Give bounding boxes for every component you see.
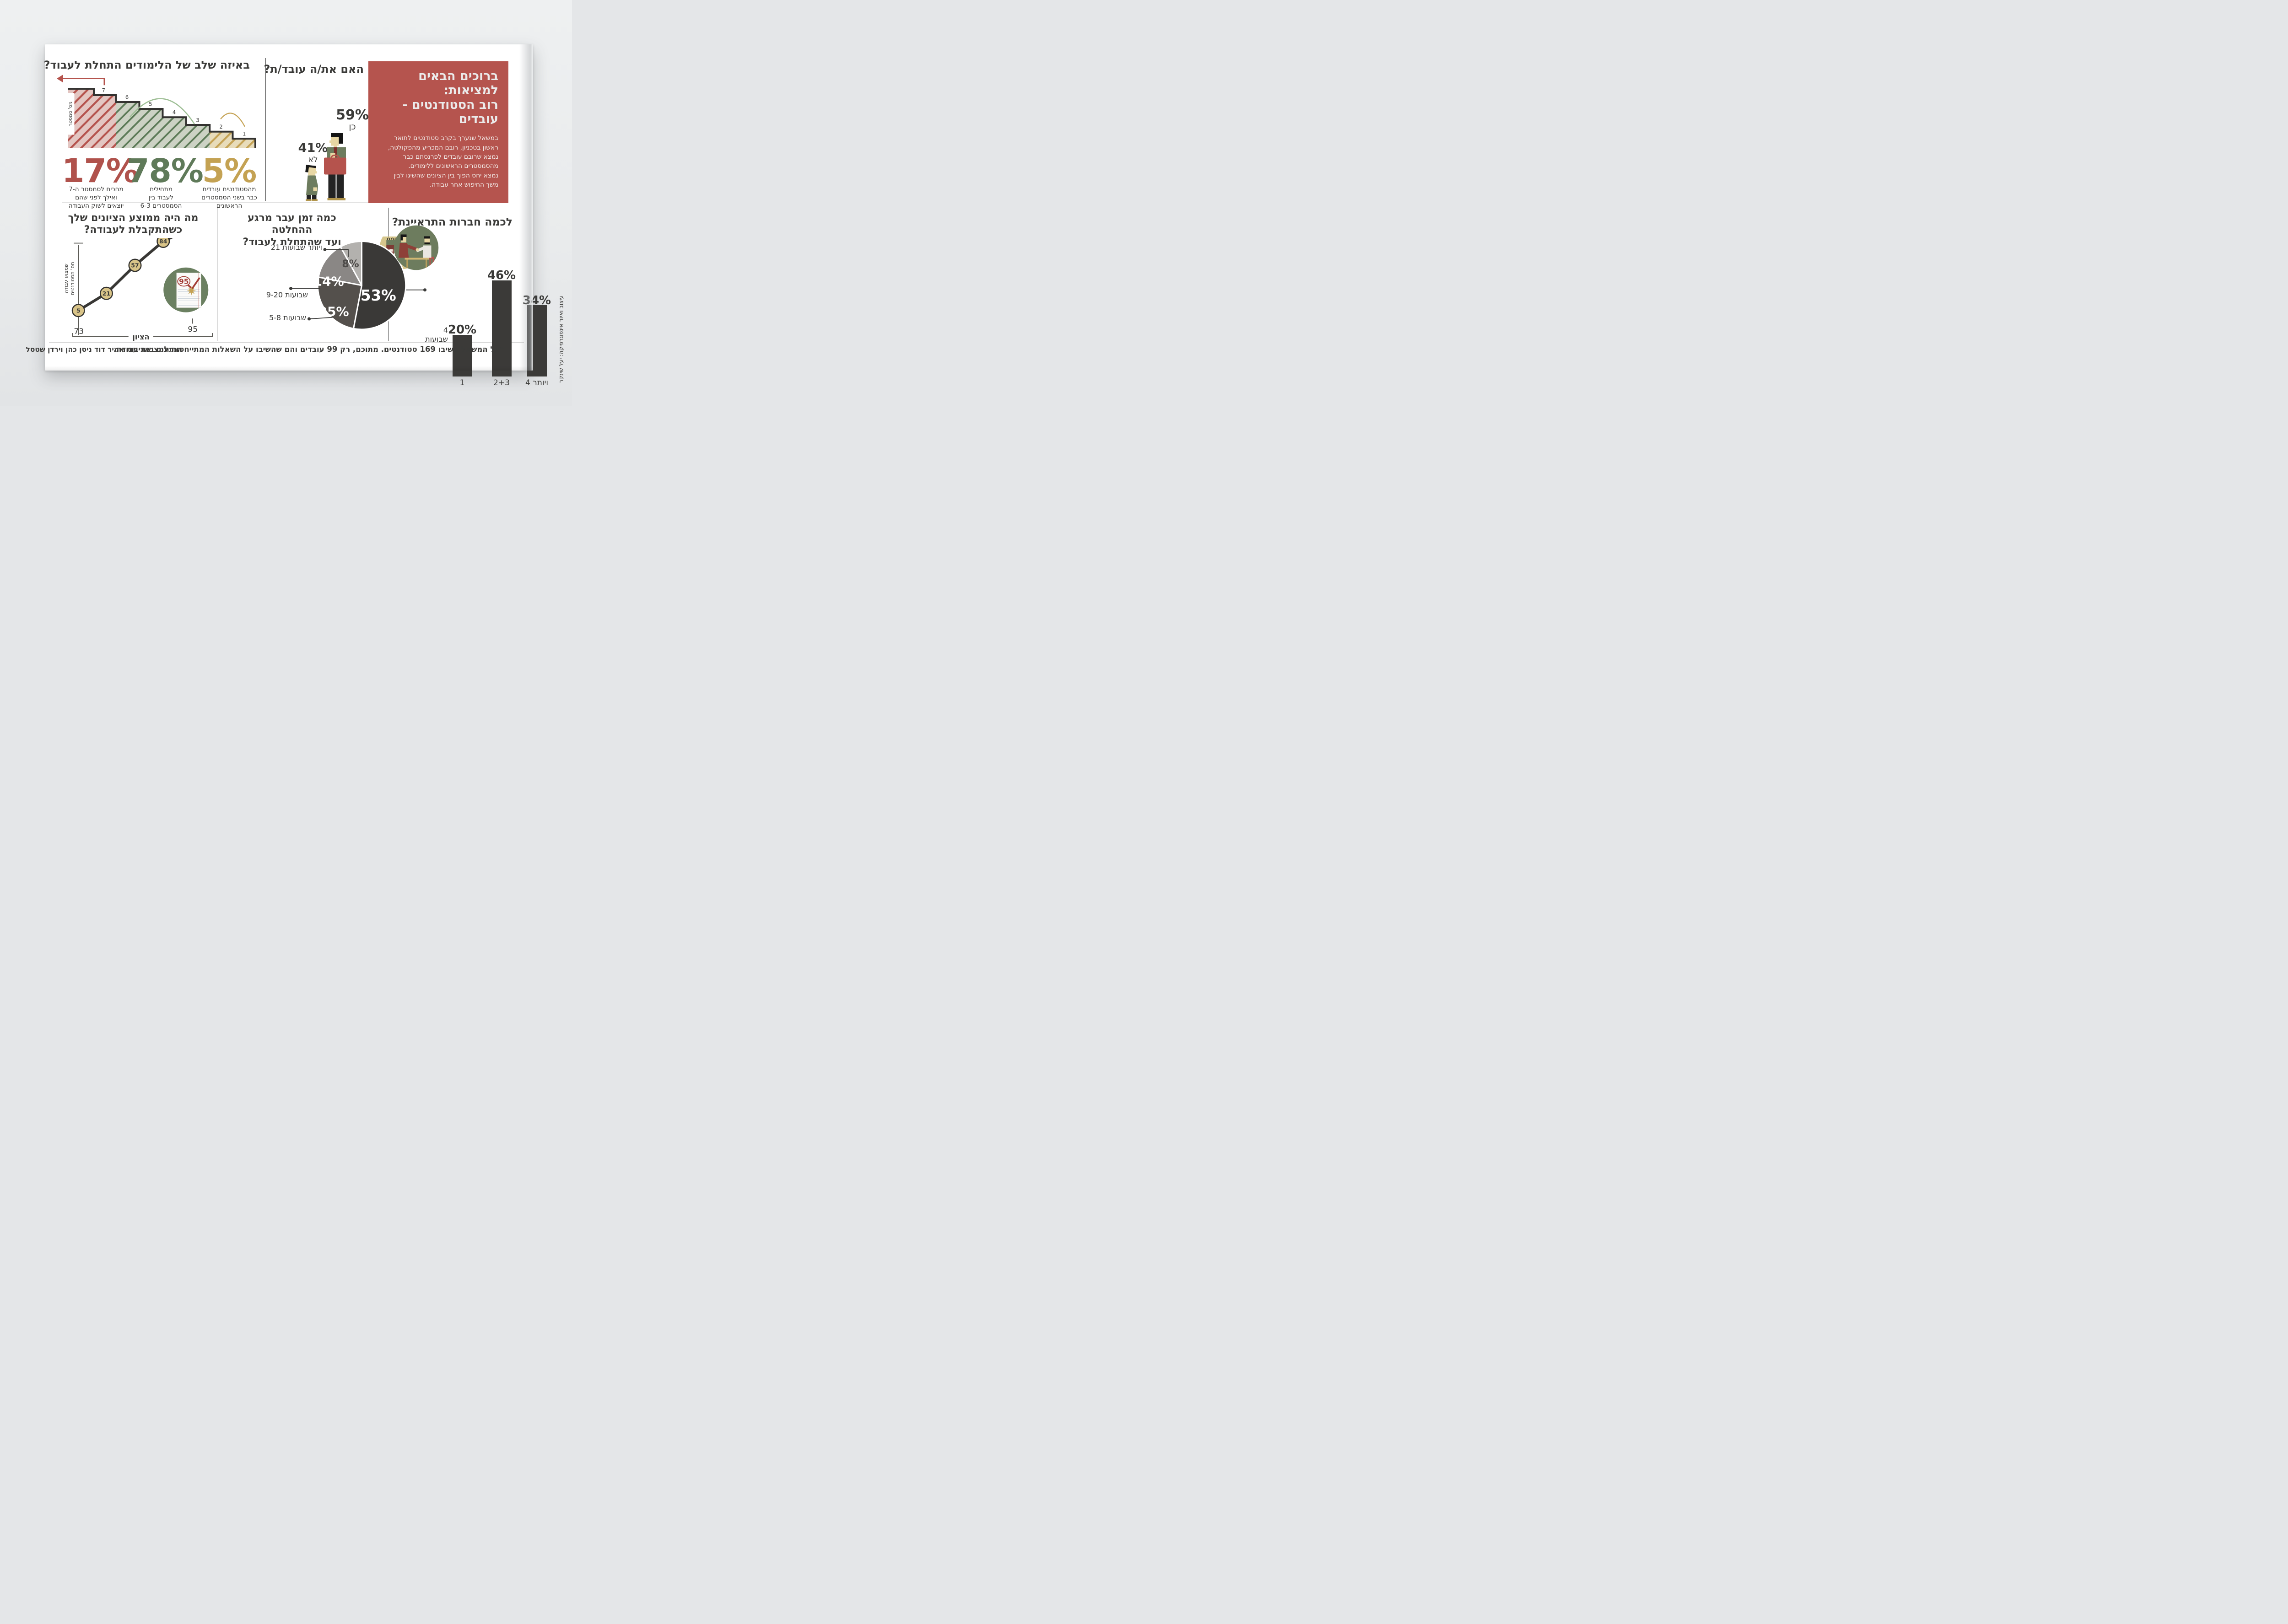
figure-not-working bbox=[305, 165, 318, 201]
step-label-1: 1 bbox=[243, 131, 246, 137]
pie-pct-8: 8% bbox=[342, 258, 359, 270]
employment-yes-pct: 59% bbox=[336, 107, 369, 123]
x-axis-left bbox=[72, 333, 129, 337]
pie-label-9-20-weeks: שבועות 9-20 bbox=[266, 290, 308, 299]
checkmark-icon bbox=[187, 277, 200, 290]
point-value-0: 5 bbox=[76, 307, 81, 314]
x-axis-right bbox=[153, 333, 213, 337]
employment-no-label: לא bbox=[308, 155, 318, 164]
point-value-3: 84 bbox=[159, 238, 167, 245]
grade-sheet-icon: 95 bbox=[163, 267, 209, 312]
stairs-axis-label-box bbox=[66, 93, 75, 135]
stairs-region-gold bbox=[210, 131, 255, 148]
bar-cat-3: ויותר 4 bbox=[525, 378, 549, 387]
bar-pct-2: 46% bbox=[487, 269, 516, 282]
stairs-region-green bbox=[116, 102, 210, 148]
red-arrow-head bbox=[57, 75, 63, 83]
employment-figures bbox=[305, 133, 346, 201]
bar-pct-1: 20% bbox=[448, 323, 477, 337]
divider-stairs-employment bbox=[265, 58, 266, 201]
grades-x-min: 73 bbox=[74, 327, 84, 336]
grades-y-label-2: שמצאו עבודה bbox=[63, 263, 69, 293]
employment-title: האם את/ה עובד/ת? bbox=[264, 63, 364, 75]
leader-21w bbox=[325, 249, 349, 257]
step-label-7: 7 bbox=[102, 87, 105, 93]
stat-17-caption: מחכים לסמסטר ה-7 ואילך לפני שהם יוצאים ל… bbox=[68, 186, 124, 210]
bar-cat-2: 2+3 bbox=[493, 378, 510, 387]
stat-17-value: 17% bbox=[62, 152, 139, 190]
employment-yes-label: כן bbox=[349, 122, 356, 132]
briefcase-icon bbox=[324, 157, 346, 175]
welcome-body: במשאל שנערך בקרב סטודנטים לתואר ראשון בט… bbox=[388, 134, 498, 189]
green-arc bbox=[129, 98, 195, 124]
briefcase-handle bbox=[330, 154, 340, 158]
pie-label-21-weeks: ויותר שבועות 21 bbox=[270, 243, 322, 252]
stat-78-value: 78% bbox=[127, 152, 204, 190]
data-credit: הנתונים באדיבות אמיר דוד ניסן כהן וירדן … bbox=[26, 345, 182, 354]
pie-slice-53 bbox=[352, 241, 407, 330]
pie-pct-53: 53% bbox=[361, 287, 396, 304]
welcome-title: ברוכים הבאים למציאות: רוב הסטודנטים - עו… bbox=[402, 69, 498, 126]
bar-1 bbox=[453, 335, 472, 376]
page-curl-bottom bbox=[45, 366, 533, 371]
grades-x-max: 95 bbox=[188, 325, 198, 334]
handshake-icon bbox=[394, 225, 439, 270]
footnote-divider bbox=[49, 342, 524, 344]
grades-title: מה היה ממוצע הציונים שלך כשהתקבלת לעבודה… bbox=[68, 212, 199, 236]
red-arrow bbox=[62, 78, 105, 86]
stat-78-caption: מתחילים לעבוד בין הסמסטרים 6-3 bbox=[140, 186, 182, 210]
step-label-5: 5 bbox=[149, 101, 152, 107]
grades-y-label-1: מס' הסטודנטים bbox=[70, 262, 76, 295]
leader-58w bbox=[310, 317, 333, 319]
pie-slice-8 bbox=[340, 241, 362, 286]
design-credit: עיצוב ואיור אינפוגרפיקה: יעל שינקר bbox=[557, 295, 565, 383]
stat-5-value: 5% bbox=[202, 152, 257, 190]
star-icon bbox=[187, 286, 196, 296]
welcome-box: ברוכים הבאים למציאות: רוב הסטודנטים - עו… bbox=[368, 61, 508, 203]
infographic-card: באיזה שלב של הלימודים התחלת לעבוד? מס' ס… bbox=[26, 44, 565, 387]
grades-points bbox=[71, 238, 170, 317]
survey-footnote: *על המשאל השיבו 169 סטודנטים. מתוכם, רק … bbox=[113, 345, 504, 354]
figure-working bbox=[324, 133, 346, 200]
gold-arc bbox=[220, 113, 245, 127]
step-label-3: 3 bbox=[196, 117, 199, 123]
grades-line-chart: מס' הסטודנטים שמצאו עבודה 73 95 הציון 5 … bbox=[63, 238, 213, 341]
pie-pct-25: 25% bbox=[318, 304, 349, 319]
step-label-4: 4 bbox=[173, 109, 176, 116]
pie-label-4-weeks: 4 שבועות bbox=[425, 326, 448, 344]
staircase-chart: מס' סמסטר 7 6 5 4 3 2 1 bbox=[57, 75, 256, 148]
point-value-1: 21 bbox=[103, 290, 110, 297]
bar-2 bbox=[492, 280, 512, 376]
point-value-2: 57 bbox=[131, 262, 139, 269]
pie-slice-25 bbox=[317, 276, 362, 329]
stat-5-caption: מהסטודנטים עובדים כבר בשני הסמסטרים הראש… bbox=[201, 186, 257, 210]
duration-title: כמה זמן עבר מרגע ההחלטה ועד שהתחלת לעבוד… bbox=[243, 212, 341, 248]
grades-x-label: הציון bbox=[132, 333, 149, 341]
step-label-6: 6 bbox=[125, 94, 129, 100]
page-curl-right bbox=[519, 44, 533, 371]
staircase-outline bbox=[68, 88, 256, 148]
step-label-2: 2 bbox=[219, 124, 222, 130]
pie-slice-14 bbox=[318, 246, 362, 286]
employment-no-pct: 41% bbox=[298, 141, 328, 155]
pie-pct-14: 14% bbox=[313, 274, 344, 289]
bar-cat-1: 1 bbox=[459, 378, 465, 387]
stairs-axis-label: מס' סמסטר bbox=[68, 102, 73, 126]
infographic-page: באיזה שלב של הלימודים התחלת לעבוד? מס' ס… bbox=[0, 0, 572, 406]
pie-label-5-8-weeks: שבועות 5-8 bbox=[269, 313, 306, 322]
stairs-title: באיזה שלב של הלימודים התחלת לעבוד? bbox=[43, 59, 250, 71]
stairs-region-red bbox=[68, 89, 116, 148]
grade-badge-value: 95 bbox=[179, 278, 189, 286]
